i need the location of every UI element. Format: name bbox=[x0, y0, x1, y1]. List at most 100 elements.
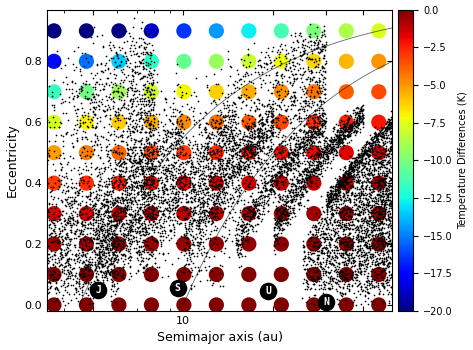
Point bbox=[358, 224, 365, 229]
Point bbox=[385, 235, 393, 241]
Point bbox=[267, 91, 275, 96]
Point bbox=[183, 158, 191, 163]
Point bbox=[209, 116, 216, 122]
Point bbox=[258, 160, 266, 166]
Point bbox=[383, 125, 390, 130]
Point bbox=[149, 165, 156, 170]
Point bbox=[219, 186, 226, 191]
Point bbox=[314, 115, 322, 121]
Point bbox=[358, 201, 365, 207]
Point bbox=[388, 120, 396, 126]
Point bbox=[327, 197, 334, 203]
Point bbox=[342, 125, 350, 130]
Point bbox=[325, 198, 333, 204]
Point bbox=[137, 180, 145, 185]
Point bbox=[169, 142, 176, 147]
Point bbox=[126, 98, 133, 104]
Point bbox=[355, 169, 362, 175]
Point bbox=[141, 224, 149, 230]
Point bbox=[346, 256, 353, 261]
Point bbox=[236, 167, 244, 173]
Point bbox=[287, 216, 294, 222]
Point bbox=[199, 209, 206, 214]
Point bbox=[241, 165, 248, 170]
Point bbox=[216, 271, 223, 276]
Point bbox=[174, 189, 182, 194]
Point bbox=[324, 193, 332, 198]
Point bbox=[180, 246, 188, 251]
Point bbox=[364, 170, 371, 176]
Point bbox=[352, 236, 360, 241]
Point bbox=[358, 230, 365, 235]
Point bbox=[58, 277, 65, 283]
Point bbox=[265, 97, 273, 103]
Point bbox=[231, 142, 239, 147]
Point bbox=[93, 257, 101, 263]
Point bbox=[149, 151, 157, 157]
Point bbox=[226, 166, 233, 172]
Point bbox=[97, 243, 105, 249]
Point bbox=[319, 65, 326, 70]
Point bbox=[150, 193, 158, 199]
Point bbox=[137, 150, 145, 156]
Point bbox=[347, 127, 354, 133]
Point bbox=[284, 188, 291, 193]
Point bbox=[110, 240, 117, 245]
Point bbox=[224, 120, 231, 125]
Point bbox=[387, 184, 394, 189]
Point bbox=[320, 86, 328, 92]
Point bbox=[58, 223, 66, 229]
Point bbox=[330, 218, 337, 223]
Point bbox=[137, 216, 145, 221]
Point bbox=[188, 267, 195, 273]
Point bbox=[325, 239, 333, 245]
Point bbox=[211, 212, 219, 217]
Point bbox=[226, 125, 233, 130]
Point bbox=[228, 129, 235, 134]
Point bbox=[146, 92, 153, 97]
Point bbox=[294, 141, 301, 147]
Point bbox=[356, 291, 364, 297]
Point bbox=[299, 145, 307, 150]
Point bbox=[137, 244, 145, 250]
Point bbox=[97, 268, 105, 273]
Point bbox=[309, 242, 317, 248]
Point bbox=[156, 205, 164, 210]
Point bbox=[175, 121, 183, 126]
Point bbox=[131, 228, 139, 234]
Point bbox=[133, 94, 141, 100]
Point bbox=[155, 208, 162, 213]
Point bbox=[104, 208, 111, 213]
Point bbox=[341, 173, 348, 179]
Point bbox=[308, 50, 316, 56]
Point bbox=[133, 168, 140, 174]
Point bbox=[382, 146, 389, 151]
Point bbox=[370, 130, 377, 136]
Point bbox=[230, 137, 238, 142]
Point bbox=[115, 58, 123, 64]
Point bbox=[174, 170, 181, 175]
Point bbox=[123, 29, 130, 34]
Point bbox=[64, 269, 72, 275]
Point bbox=[225, 117, 233, 122]
Point bbox=[137, 101, 145, 106]
Point bbox=[230, 163, 237, 168]
Point bbox=[94, 198, 102, 203]
Point bbox=[129, 76, 137, 82]
Point bbox=[83, 272, 90, 277]
Point bbox=[232, 242, 240, 248]
Point bbox=[302, 277, 310, 282]
Point bbox=[379, 125, 387, 131]
Point bbox=[94, 103, 102, 108]
Point bbox=[189, 142, 197, 147]
Point bbox=[373, 149, 381, 155]
Point bbox=[231, 174, 238, 179]
Point bbox=[94, 208, 102, 214]
Point bbox=[312, 131, 320, 136]
Point bbox=[268, 187, 275, 192]
Point bbox=[206, 155, 213, 161]
Point bbox=[337, 238, 345, 244]
Point bbox=[153, 205, 161, 211]
Point bbox=[148, 209, 156, 215]
Point bbox=[371, 249, 379, 255]
